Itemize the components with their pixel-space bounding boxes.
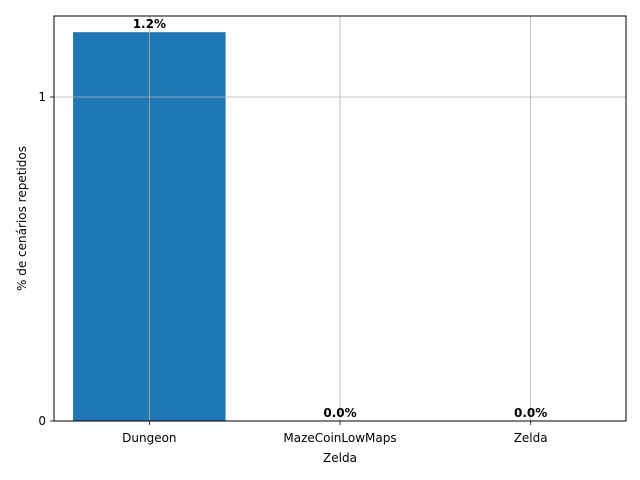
y-axis-label: % de cenários repetidos [15, 146, 29, 291]
bar-value-label: 1.2% [133, 17, 166, 31]
bar-value-label: 0.0% [323, 406, 356, 420]
y-tick-label: 0 [38, 414, 46, 428]
x-tick-label: Dungeon [122, 431, 176, 445]
x-axis-label: Zelda [323, 451, 357, 465]
bar-value-labels: 1.2% 0.0% 0.0% [133, 17, 548, 420]
y-axis-ticks: 01 [38, 90, 54, 428]
x-tick-label: MazeCoinLowMaps [283, 431, 396, 445]
bar-value-label: 0.0% [514, 406, 547, 420]
x-tick-label: Zelda [514, 431, 548, 445]
y-tick-label: 1 [38, 90, 46, 104]
x-axis-ticks: Dungeon MazeCoinLowMaps Zelda [122, 421, 548, 445]
